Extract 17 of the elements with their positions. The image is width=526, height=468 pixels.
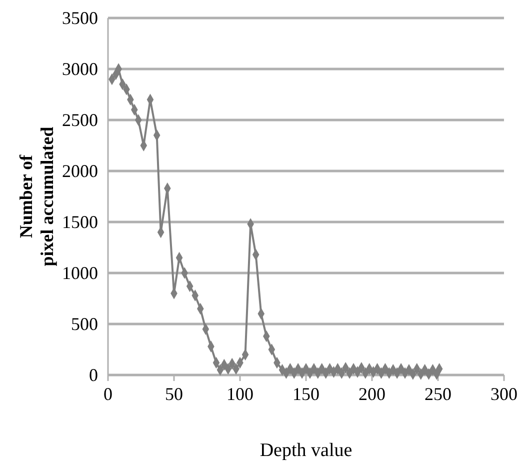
x-tick-label: 150: [292, 384, 320, 404]
y-tick-label: 2000: [62, 161, 98, 181]
x-axis-title: Depth value: [260, 440, 352, 461]
y-tick-label: 1500: [62, 212, 98, 232]
y-tick-label: 3000: [62, 59, 98, 79]
y-tick-label: 3500: [62, 8, 98, 28]
y-tick-label: 500: [71, 314, 98, 334]
x-tick-label: 250: [424, 384, 452, 404]
x-tick-label: 200: [358, 384, 386, 404]
y-tick-label: 1000: [62, 263, 98, 283]
x-tick-label: 0: [104, 384, 112, 404]
x-tick-label: 300: [490, 384, 518, 404]
y-tick-label: 2500: [62, 110, 98, 130]
y-axis-title: Number of pixel accumulated: [16, 126, 57, 266]
x-tick-label: 50: [165, 384, 183, 404]
y-tick-label: 0: [89, 365, 98, 385]
x-tick-label: 100: [226, 384, 254, 404]
